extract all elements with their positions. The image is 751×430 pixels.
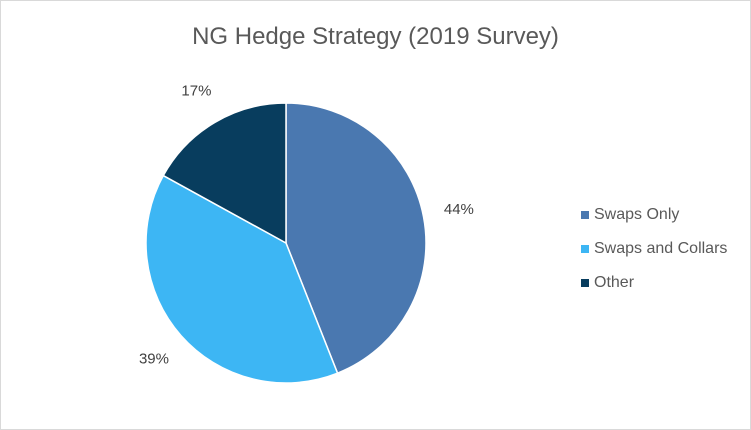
legend-swatch-swaps-and-collars bbox=[581, 245, 589, 253]
legend-label-other: Other bbox=[594, 274, 635, 291]
legend-item-swaps-and-collars: Swaps and Collars bbox=[581, 232, 727, 266]
pie-slice-swaps-only bbox=[285, 102, 427, 375]
chart-title: NG Hedge Strategy (2019 Survey) bbox=[192, 23, 559, 50]
data-label-other: 17% bbox=[181, 82, 211, 99]
legend-label-swaps-and-collars: Swaps and Collars bbox=[594, 240, 728, 257]
data-label-swaps-only: 44% bbox=[444, 201, 474, 218]
legend-label-swaps-only: Swaps Only bbox=[594, 206, 680, 223]
legend-swatch-swaps-only bbox=[581, 211, 589, 219]
pie-slice-swaps-and-collars bbox=[145, 174, 339, 384]
legend: Swaps Only Swaps and Collars Other bbox=[581, 198, 727, 300]
legend-item-swaps-only: Swaps Only bbox=[581, 198, 727, 232]
pie-slice-other bbox=[162, 102, 287, 245]
data-label-swaps-and-collars: 39% bbox=[139, 350, 169, 367]
legend-item-other: Other bbox=[581, 266, 727, 300]
legend-swatch-other bbox=[581, 279, 589, 287]
